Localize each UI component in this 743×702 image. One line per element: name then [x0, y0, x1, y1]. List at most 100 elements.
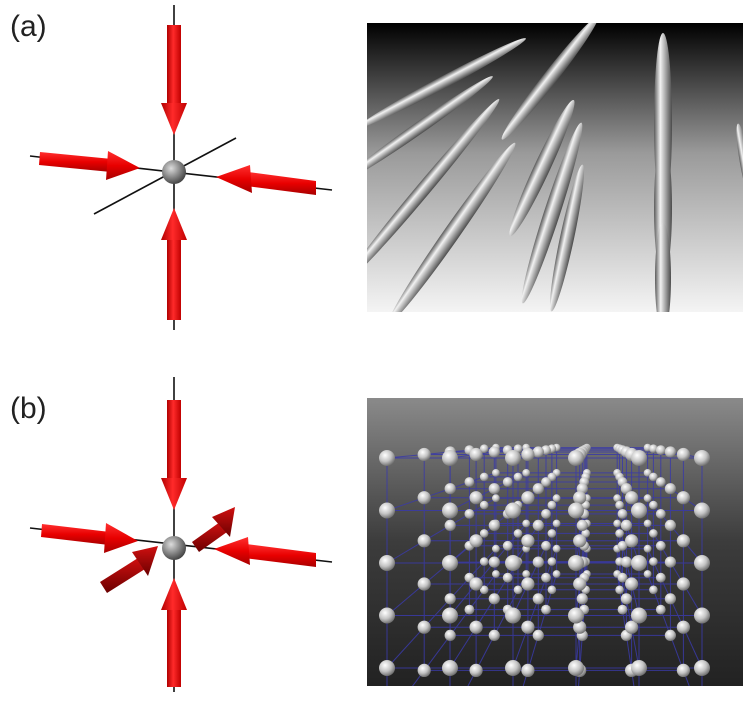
lattice-sphere: [379, 660, 395, 676]
arrow-diagonal-lower: [100, 546, 158, 593]
lattice-sphere: [568, 607, 584, 624]
lattice-grid: [386, 447, 703, 686]
lattice-sphere: [617, 509, 628, 519]
lattice-sphere: [502, 540, 513, 551]
lattice-sphere: [442, 555, 458, 571]
lattice-sphere: [655, 540, 666, 551]
lattice-sphere: [643, 469, 652, 477]
lattice-sphere: [655, 509, 666, 519]
lattice-sphere: [492, 570, 500, 578]
lattice-sphere: [664, 519, 676, 531]
lattice-sphere: [502, 572, 513, 583]
lattice-sphere: [643, 570, 652, 578]
lattice-sphere: [532, 446, 544, 458]
lattice-sphere: [573, 577, 587, 591]
lattice-sphere: [620, 483, 632, 495]
lattice-sphere: [620, 556, 632, 568]
lattice-sphere: [469, 620, 483, 634]
lattice-sphere: [694, 450, 710, 466]
lattice-sphere: [620, 593, 632, 605]
lattice-sphere: [444, 593, 456, 605]
compression-diagram-a: [29, 5, 333, 330]
lattice-sphere: [488, 556, 500, 568]
panel-label-b: (b): [10, 392, 47, 425]
lattice-sphere: [552, 544, 561, 553]
lattice-sphere: [631, 607, 647, 624]
lattice-sphere: [541, 572, 551, 583]
lattice-sphere: [552, 494, 561, 503]
center-sphere: [162, 160, 186, 184]
lattice-sphere: [417, 491, 431, 505]
lattice-sphere: [464, 477, 475, 487]
lattice-sphere: [521, 663, 535, 677]
lattice-sphere: [576, 593, 588, 605]
lattice-sphere: [479, 557, 489, 566]
lattice-sphere: [513, 472, 523, 482]
lattice-sphere: [442, 502, 458, 519]
lattice-sphere: [479, 500, 489, 510]
lattice-bond: [423, 635, 451, 671]
lattice-sphere: [547, 585, 557, 595]
lattice-sphere: [694, 660, 710, 676]
lattice-sphere: [676, 663, 690, 677]
lattice-sphere: [513, 585, 523, 595]
lattice-bond: [522, 670, 529, 686]
lattice-sphere: [613, 519, 622, 528]
lattice-sphere: [379, 555, 395, 571]
lattice-sphere: [521, 577, 535, 591]
lattice-sphere: [615, 529, 624, 538]
lattice-sphere: [649, 500, 658, 510]
lattice-sphere: [442, 607, 458, 624]
lattice-sphere: [573, 491, 587, 505]
lattice-sphere: [625, 620, 639, 634]
arrow-right: [214, 537, 316, 567]
lattice-sphere: [615, 500, 624, 510]
lattice-sphere: [379, 450, 395, 466]
lattice-sphere: [649, 472, 658, 482]
lattice-sphere: [664, 629, 676, 641]
lattice-sphere: [442, 450, 458, 466]
lattice-sphere: [615, 585, 624, 595]
lattice-sphere: [379, 502, 395, 519]
arrow-right: [216, 165, 316, 195]
lattice-sphere: [568, 502, 584, 519]
lattice-sphere: [522, 570, 531, 578]
lattice-sphere: [521, 534, 535, 548]
lattice-sphere: [479, 529, 489, 538]
lattice-spheres: [379, 443, 710, 677]
arrow-left: [39, 151, 140, 180]
lattice-sphere: [620, 519, 632, 531]
lattice-sphere: [541, 477, 551, 487]
lattice-sphere: [664, 593, 676, 605]
lattice-sphere: [469, 577, 483, 591]
compression-diagram-b: [29, 377, 333, 692]
lattice-sphere: [676, 491, 690, 505]
lattice-sphere: [379, 607, 395, 624]
lattice-sphere: [655, 604, 666, 615]
lattice-sphere: [617, 604, 628, 615]
lattice-sphere: [552, 519, 561, 528]
arrow-top: [161, 400, 187, 510]
lattice-sphere: [488, 446, 500, 458]
lattice-sphere: [643, 494, 652, 503]
center-sphere: [162, 536, 186, 560]
lattice-sphere: [676, 577, 690, 591]
lattice-bond: [386, 583, 425, 616]
lattice-bond: [449, 626, 477, 669]
lattice-sphere: [444, 519, 456, 531]
lattice-sphere: [617, 540, 628, 551]
lattice-sphere: [417, 447, 431, 462]
lattice-bond: [386, 626, 425, 669]
lattice-sphere: [488, 519, 500, 531]
lattice-sphere: [444, 629, 456, 641]
lattice-sphere: [625, 491, 639, 505]
lattice-sphere: [552, 570, 561, 578]
lattice-sphere: [492, 494, 500, 503]
lattice-sphere: [694, 555, 710, 571]
lattice-sphere: [505, 555, 521, 571]
lattice-sphere: [488, 593, 500, 605]
lattice-sphere: [479, 472, 489, 482]
lattice-sphere: [417, 620, 431, 634]
render-lattice-b: [367, 398, 743, 686]
lattice-sphere: [521, 491, 535, 505]
